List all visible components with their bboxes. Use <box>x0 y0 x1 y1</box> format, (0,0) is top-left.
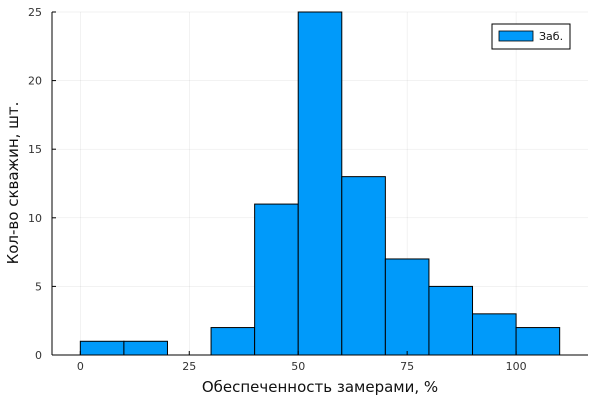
legend: Заб. <box>491 23 571 50</box>
y-tick-label: 5 <box>35 280 42 293</box>
y-tick-label: 10 <box>28 212 42 225</box>
axes <box>51 12 588 356</box>
x-tick-label: 75 <box>400 360 414 373</box>
histogram-bar <box>341 176 386 356</box>
y-tick-label: 15 <box>28 143 42 156</box>
histogram-bar <box>428 285 474 356</box>
histogram-bar <box>79 340 125 356</box>
legend-label: Заб. <box>539 30 563 43</box>
histogram-bar <box>210 327 256 356</box>
histogram-bar <box>515 327 561 356</box>
ticks: 0 25 50 75 100 0 5 10 15 20 25 <box>28 6 527 373</box>
y-tick-label: 0 <box>35 349 42 362</box>
x-axis-label: Обеспеченность замерами, % <box>202 378 438 396</box>
y-axis-label: Кол-во скважин, шт. <box>4 102 22 265</box>
x-tick-label: 0 <box>77 360 84 373</box>
y-tick-label: 25 <box>28 6 42 19</box>
histogram-bar <box>384 258 430 356</box>
x-tick-label: 25 <box>182 360 196 373</box>
x-tick-label: 100 <box>506 360 527 373</box>
legend-swatch <box>498 30 534 42</box>
histogram-bar <box>472 313 517 356</box>
x-tick-label: 50 <box>291 360 305 373</box>
histogram-bar <box>254 203 299 356</box>
y-tick-label: 20 <box>28 75 42 88</box>
histogram-bar <box>123 340 168 356</box>
histogram-bar <box>297 11 343 356</box>
bars <box>79 11 561 356</box>
